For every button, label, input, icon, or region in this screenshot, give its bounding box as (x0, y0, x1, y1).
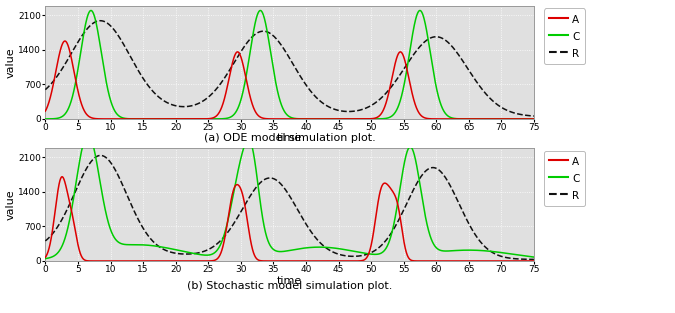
Y-axis label: value: value (5, 47, 16, 78)
X-axis label: time: time (277, 275, 302, 285)
Text: (b) Stochastic model simulation plot.: (b) Stochastic model simulation plot. (187, 281, 392, 291)
Legend: A, C, R: A, C, R (544, 151, 585, 206)
Legend: A, C, R: A, C, R (544, 8, 585, 64)
Y-axis label: value: value (5, 189, 16, 220)
X-axis label: time: time (277, 133, 302, 143)
Text: (a) ODE model simulation plot.: (a) ODE model simulation plot. (204, 133, 375, 143)
